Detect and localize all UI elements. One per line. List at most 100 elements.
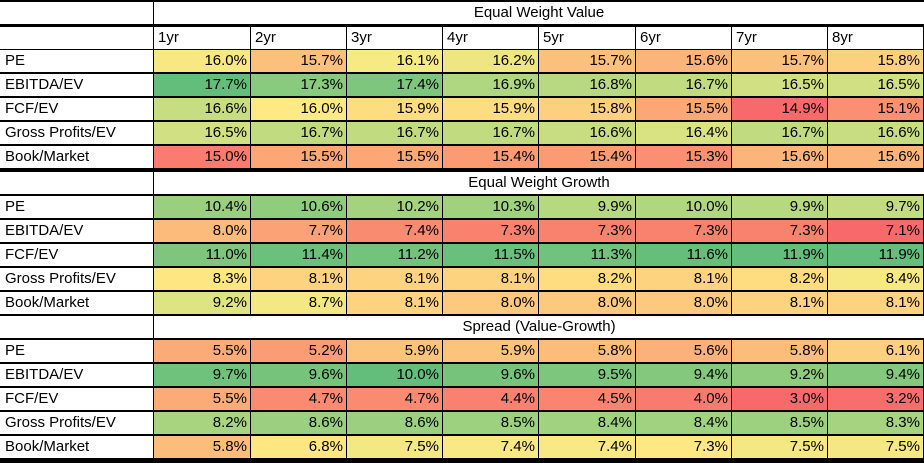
row-label: EBITDA/EV: [0, 364, 153, 386]
data-cell: 8.0%: [154, 220, 250, 242]
data-cell: 5.9%: [443, 340, 538, 362]
data-cell: 11.2%: [347, 244, 442, 266]
data-cell: 5.5%: [154, 340, 250, 362]
row-label: Book/Market: [0, 436, 153, 458]
row-label: FCF/EV: [0, 244, 153, 266]
data-cell: 10.0%: [636, 196, 731, 218]
data-cell: 15.4%: [539, 146, 635, 168]
data-cell: 10.0%: [347, 364, 442, 386]
data-cell: 8.6%: [347, 412, 442, 434]
data-cell: 15.6%: [828, 146, 923, 168]
data-cell: 4.0%: [636, 388, 731, 410]
data-cell: 15.0%: [154, 146, 250, 168]
data-cell: 7.4%: [539, 436, 635, 458]
row-label: Gross Profits/EV: [0, 122, 153, 144]
data-cell: 16.0%: [251, 98, 346, 120]
data-cell: 8.1%: [347, 268, 442, 290]
data-cell: 15.9%: [443, 98, 538, 120]
data-cell: 8.1%: [828, 292, 923, 314]
data-cell: 16.2%: [443, 50, 538, 72]
column-header-5yr: 5yr: [539, 26, 635, 49]
data-cell: 5.8%: [539, 340, 635, 362]
data-cell: 15.5%: [251, 146, 346, 168]
section-title: Equal Weight Value: [154, 2, 924, 24]
row-label: PE: [0, 50, 153, 72]
data-cell: 8.5%: [443, 412, 538, 434]
data-cell: 7.3%: [539, 220, 635, 242]
column-header-7yr: 7yr: [732, 26, 827, 49]
data-cell: 4.5%: [539, 388, 635, 410]
data-cell: 10.6%: [251, 196, 346, 218]
data-cell: 8.2%: [154, 412, 250, 434]
data-cell: 5.6%: [636, 340, 731, 362]
column-header-3yr: 3yr: [347, 26, 442, 49]
data-cell: 8.3%: [154, 268, 250, 290]
data-cell: 7.5%: [347, 436, 442, 458]
data-cell: 15.6%: [732, 146, 827, 168]
data-cell: 11.6%: [636, 244, 731, 266]
data-cell: 8.1%: [732, 292, 827, 314]
column-header-6yr: 6yr: [636, 26, 731, 49]
data-cell: 9.2%: [732, 364, 827, 386]
data-cell: 5.9%: [347, 340, 442, 362]
data-cell: 8.1%: [636, 268, 731, 290]
data-cell: 5.8%: [154, 436, 250, 458]
data-cell: 15.1%: [828, 98, 923, 120]
data-cell: 8.2%: [732, 268, 827, 290]
data-cell: 8.3%: [828, 412, 923, 434]
data-cell: 16.5%: [154, 122, 250, 144]
data-cell: 16.5%: [828, 74, 923, 96]
data-cell: 8.0%: [636, 292, 731, 314]
data-cell: 11.3%: [539, 244, 635, 266]
column-header-1yr: 1yr: [154, 26, 250, 49]
data-cell: 15.5%: [636, 98, 731, 120]
data-cell: 15.7%: [251, 50, 346, 72]
data-cell: 11.9%: [732, 244, 827, 266]
data-cell: 8.6%: [251, 412, 346, 434]
data-cell: 8.0%: [539, 292, 635, 314]
data-cell: 15.6%: [636, 50, 731, 72]
data-cell: 9.5%: [539, 364, 635, 386]
column-header-4yr: 4yr: [443, 26, 538, 49]
data-cell: 8.1%: [347, 292, 442, 314]
data-cell: 3.2%: [828, 388, 923, 410]
data-cell: 15.3%: [636, 146, 731, 168]
data-cell: 9.4%: [828, 364, 923, 386]
data-cell: 5.5%: [154, 388, 250, 410]
data-cell: 16.9%: [443, 74, 538, 96]
data-cell: 16.6%: [828, 122, 923, 144]
data-cell: 9.9%: [732, 196, 827, 218]
header-corner: [0, 26, 153, 49]
section-title: Equal Weight Growth: [154, 172, 924, 194]
data-cell: 15.9%: [347, 98, 442, 120]
data-cell: 8.4%: [636, 412, 731, 434]
data-cell: 7.5%: [828, 436, 923, 458]
row-label: Book/Market: [0, 292, 153, 314]
row-label-spacer: [0, 316, 153, 338]
row-label-spacer: [0, 2, 153, 24]
data-cell: 9.7%: [828, 196, 923, 218]
data-cell: 16.1%: [347, 50, 442, 72]
data-cell: 17.7%: [154, 74, 250, 96]
data-cell: 9.2%: [154, 292, 250, 314]
data-cell: 15.8%: [828, 50, 923, 72]
data-cell: 16.8%: [539, 74, 635, 96]
row-label: Gross Profits/EV: [0, 412, 153, 434]
data-cell: 8.5%: [732, 412, 827, 434]
data-cell: 9.6%: [443, 364, 538, 386]
data-cell: 7.7%: [251, 220, 346, 242]
data-cell: 16.7%: [347, 122, 442, 144]
data-cell: 17.3%: [251, 74, 346, 96]
data-cell: 9.9%: [539, 196, 635, 218]
row-label: EBITDA/EV: [0, 220, 153, 242]
data-cell: 16.5%: [732, 74, 827, 96]
row-label: FCF/EV: [0, 388, 153, 410]
data-cell: 16.7%: [732, 122, 827, 144]
data-cell: 8.0%: [443, 292, 538, 314]
data-cell: 5.8%: [732, 340, 827, 362]
data-cell: 8.4%: [828, 268, 923, 290]
section-title: Spread (Value-Growth): [154, 316, 924, 338]
data-cell: 8.7%: [251, 292, 346, 314]
data-cell: 3.0%: [732, 388, 827, 410]
